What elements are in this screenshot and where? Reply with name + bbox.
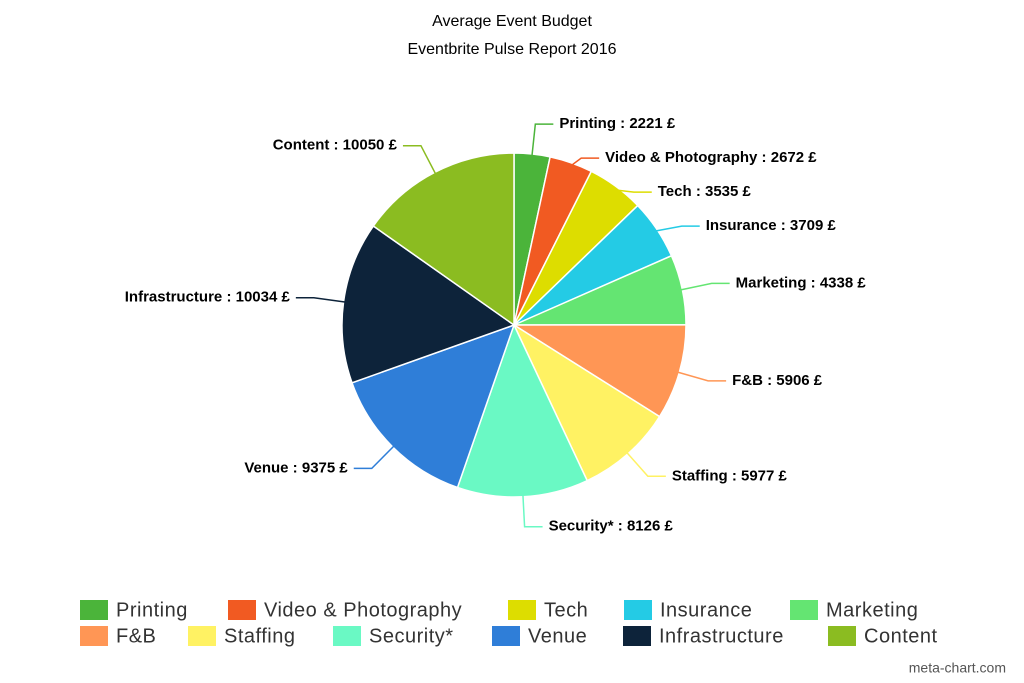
- legend-swatch: [790, 600, 818, 620]
- connector: [522, 492, 543, 528]
- legend-label: Content: [864, 625, 938, 647]
- legend-swatch: [188, 626, 216, 646]
- data-label: Security* : 8126 £: [549, 518, 674, 535]
- legend-label: Marketing: [826, 599, 918, 621]
- connector: [402, 144, 438, 177]
- legend-swatch: [228, 600, 256, 620]
- chart-subtitle: Eventbrite Pulse Report 2016: [407, 41, 616, 58]
- legend-label: Infrastructure: [659, 625, 784, 647]
- data-label: Printing : 2221 £: [559, 115, 676, 132]
- data-label: Venue : 9375 £: [244, 459, 348, 476]
- data-label: Video & Photography : 2672 £: [605, 149, 817, 166]
- legend-label: Security*: [369, 625, 454, 647]
- legend-swatch: [828, 626, 856, 646]
- legend-label: Insurance: [660, 599, 752, 621]
- connector: [530, 123, 554, 159]
- legend-label: Printing: [116, 599, 188, 621]
- watermark: meta-chart.com: [909, 660, 1006, 676]
- connector: [678, 282, 730, 292]
- data-label: Content : 10050 £: [273, 137, 398, 154]
- legend-label: Video & Photography: [264, 599, 462, 621]
- connector: [613, 188, 652, 193]
- legend-swatch: [80, 600, 108, 620]
- data-label: Tech : 3535 £: [658, 183, 752, 200]
- data-label: Marketing : 4338 £: [736, 274, 867, 291]
- legend-swatch: [80, 626, 108, 646]
- connector: [624, 450, 666, 478]
- legend-swatch: [624, 600, 652, 620]
- chart-title: Average Event Budget: [432, 13, 592, 30]
- connector: [653, 225, 700, 233]
- data-label: Staffing : 5977 £: [672, 467, 788, 484]
- connector: [675, 370, 727, 382]
- legend-swatch: [333, 626, 361, 646]
- connector: [295, 297, 348, 304]
- connector: [353, 443, 397, 470]
- legend-swatch: [623, 626, 651, 646]
- data-label: F&B : 5906 £: [732, 372, 823, 389]
- legend-swatch: [508, 600, 536, 620]
- legend-label: Tech: [544, 599, 588, 621]
- legend-label: Venue: [528, 625, 587, 647]
- connector: [569, 157, 600, 168]
- legend-swatch: [492, 626, 520, 646]
- legend-label: F&B: [116, 625, 156, 647]
- data-label: Insurance : 3709 £: [706, 217, 837, 234]
- data-label: Infrastructure : 10034 £: [125, 289, 291, 306]
- legend-label: Staffing: [224, 625, 295, 647]
